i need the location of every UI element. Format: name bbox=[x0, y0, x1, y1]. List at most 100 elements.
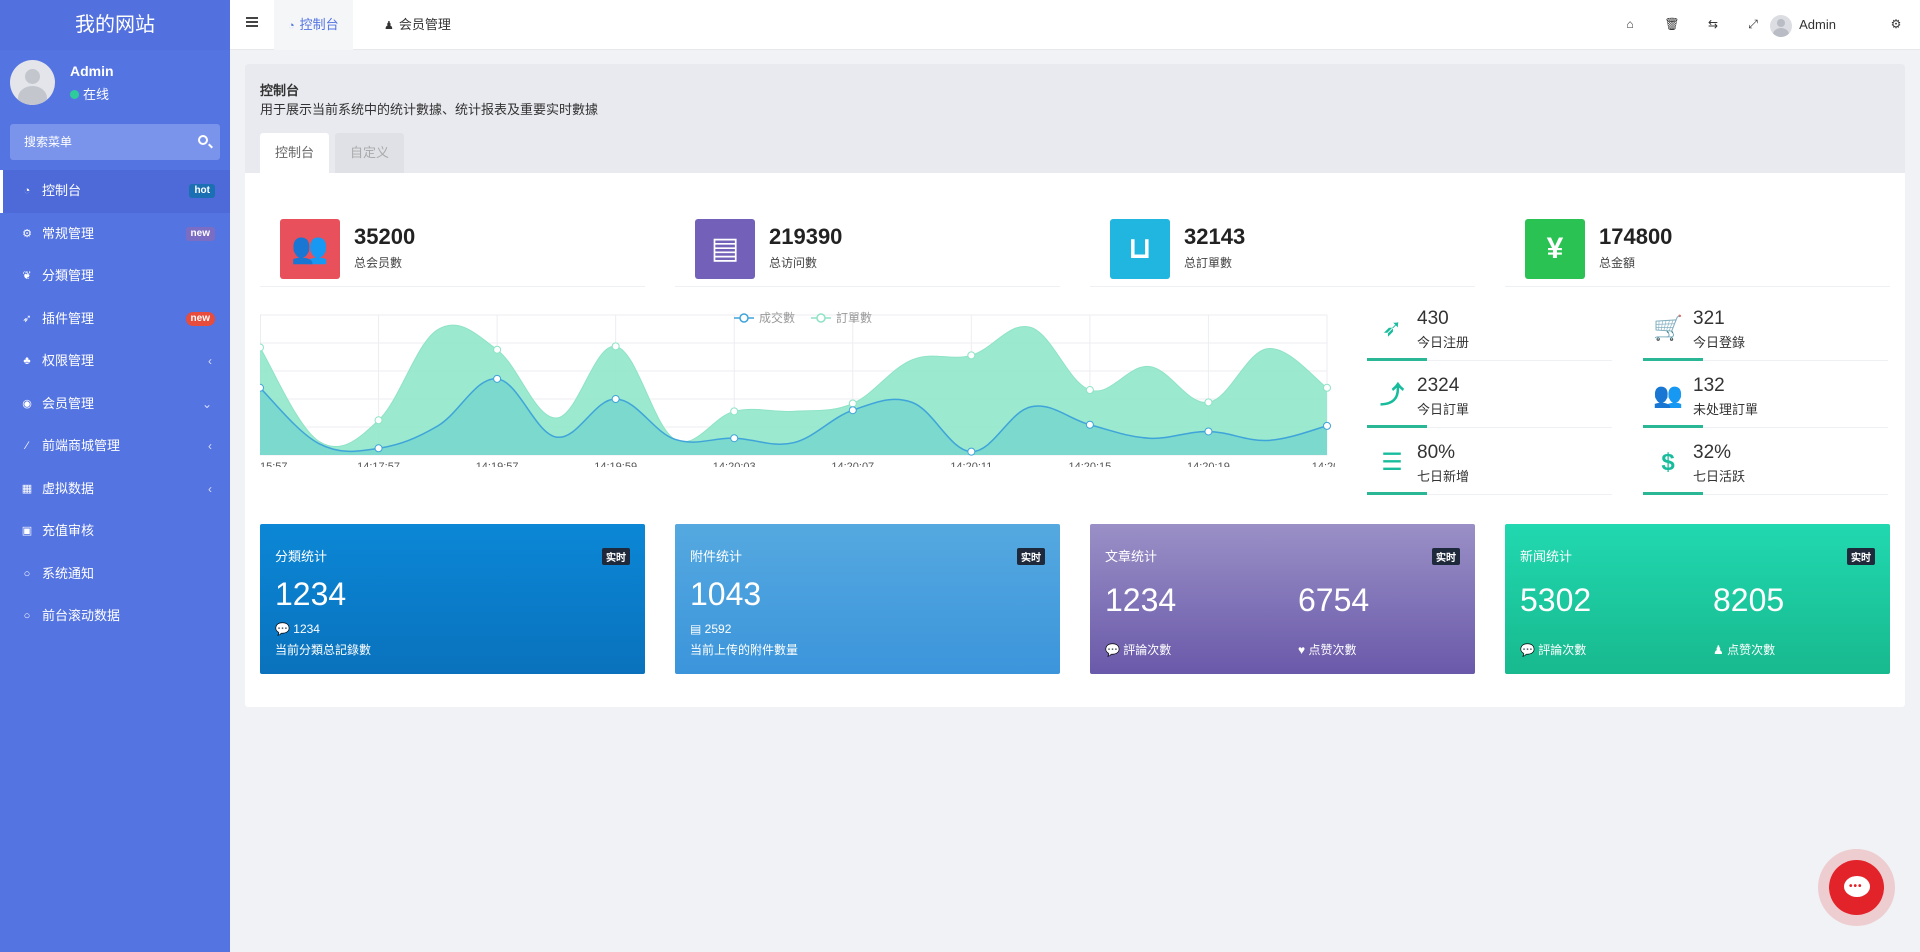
group-icon: ♣ bbox=[23, 355, 31, 367]
comment-icon: 💬 bbox=[275, 622, 294, 636]
data-point bbox=[1323, 383, 1331, 392]
sidebar-item-label: 前台滚动数据 bbox=[42, 608, 121, 623]
tab-custom[interactable]: 自定义 bbox=[335, 133, 405, 173]
data-point bbox=[967, 351, 976, 360]
chat-icon: ••• bbox=[1829, 860, 1884, 915]
small-stat-value: 80% bbox=[1417, 442, 1456, 463]
data-point bbox=[1204, 427, 1213, 436]
stat-visits: ▤ 219390 总访问數 bbox=[675, 207, 1060, 287]
chart-svg: 15:57 14:17:57 14:19:57 14:19:59 14:20:03 14:… bbox=[256, 310, 1342, 473]
chat-button[interactable]: ••• bbox=[1818, 849, 1895, 926]
stat-members: 👥 35200 总会员數 bbox=[260, 207, 645, 287]
comment-icon: 💬 bbox=[1105, 643, 1124, 657]
small-stat-label: 今日訂單 bbox=[1417, 402, 1470, 417]
data-point bbox=[374, 416, 383, 425]
topbar-user[interactable]: Admin bbox=[1770, 14, 1836, 37]
menu-toggle-icon[interactable] bbox=[246, 17, 258, 27]
small-stat-value: 32% bbox=[1693, 442, 1732, 463]
sidebar-item-label: 系统通知 bbox=[42, 565, 95, 581]
x-tick-label: 14:19:57 bbox=[476, 461, 519, 467]
live-badge: 实时 bbox=[1017, 548, 1045, 565]
stat-label: 总访问數 bbox=[769, 256, 818, 270]
data-point bbox=[730, 434, 739, 443]
home-icon[interactable]: ⌂ bbox=[1626, 17, 1634, 31]
chart-areas bbox=[259, 324, 1328, 455]
sidebar-item-label: 充值审核 bbox=[42, 523, 95, 538]
user-name: Admin bbox=[70, 63, 114, 79]
data-point bbox=[1085, 386, 1094, 395]
progress-bar bbox=[1367, 492, 1427, 495]
chevron-left-icon: ‹ bbox=[208, 354, 212, 368]
x-tick-label: 14:20:19 bbox=[1187, 461, 1230, 467]
users-icon: 👥 bbox=[1653, 382, 1683, 409]
trash-icon[interactable]: 🗑 bbox=[1664, 17, 1680, 31]
sidebar-item-virtual-data[interactable]: ▦ 虚拟数据 ‹ bbox=[0, 468, 230, 511]
card-value-likes: 6754 bbox=[1298, 582, 1370, 618]
legend-marker bbox=[739, 313, 749, 323]
sidebar-item-members[interactable]: ◉ 会员管理 ⌄ bbox=[0, 383, 230, 426]
rocket-icon: ➶ bbox=[1381, 315, 1403, 342]
translate-icon[interactable]: ⇆ bbox=[1707, 17, 1719, 31]
dashboard-icon: ◔ bbox=[288, 20, 295, 32]
card-value-comments: 1234 bbox=[1105, 582, 1177, 618]
comment-icon: 💬 bbox=[1520, 643, 1539, 657]
cart-icon: 🛒 bbox=[1653, 315, 1683, 342]
fullscreen-icon[interactable]: ⤢ bbox=[1748, 17, 1758, 31]
data-point bbox=[967, 447, 976, 456]
data-point bbox=[493, 374, 502, 383]
cogs-icon: ⚙ bbox=[22, 227, 32, 240]
series-line-deals bbox=[259, 378, 1328, 453]
small-stat-value: 2324 bbox=[1417, 375, 1460, 396]
small-stat-value: 430 bbox=[1417, 308, 1449, 329]
sidebar-item-shop[interactable]: ⁄ 前端商城管理 ‹ bbox=[0, 425, 230, 468]
sidebar-item-scroll-data[interactable]: ○ 前台滚动数据 bbox=[0, 595, 230, 638]
stat-label: 总金額 bbox=[1599, 256, 1636, 270]
sidebar-item-permissions[interactable]: ♣ 权限管理 ‹ bbox=[0, 340, 230, 383]
tab-members[interactable]: ♟ 会员管理 bbox=[370, 0, 465, 50]
data-point bbox=[611, 342, 620, 351]
users-icon: 👥 bbox=[280, 219, 340, 279]
sidebar-item-label: 虚拟数据 bbox=[42, 480, 95, 496]
cogs-icon[interactable]: ⚙ bbox=[1890, 17, 1902, 31]
sidebar-item-general[interactable]: ⚙ 常规管理 new bbox=[0, 213, 230, 256]
small-stat-pending-orders: 👥 132 未处理訂單 bbox=[1643, 373, 1888, 428]
small-stat-label: 今日注册 bbox=[1417, 335, 1470, 350]
menu-search-input[interactable]: 搜索菜单 bbox=[10, 124, 220, 160]
heart-icon: ♥ bbox=[1298, 643, 1309, 657]
sidebar-item-plugins[interactable]: ➶ 插件管理 new bbox=[0, 298, 230, 341]
avatar bbox=[1770, 14, 1793, 37]
x-tick-label: 14:20:11 bbox=[950, 461, 992, 467]
sidebar-item-notice[interactable]: ○ 系统通知 bbox=[0, 553, 230, 596]
tab-dashboard-content[interactable]: 控制台 bbox=[260, 133, 330, 173]
small-stat-label: 未处理訂單 bbox=[1693, 402, 1759, 417]
sidebar-item-recharge[interactable]: ▣ 充值审核 bbox=[0, 510, 230, 553]
sidebar-item-label: 插件管理 bbox=[42, 310, 95, 326]
small-stat-label: 七日新增 bbox=[1417, 469, 1470, 484]
site-logo[interactable]: 我的网站 bbox=[0, 0, 230, 50]
card-value: 1234 bbox=[275, 576, 347, 612]
x-tick-label: 14:17:57 bbox=[357, 461, 400, 467]
sidebar-item-label: 控制台 bbox=[42, 183, 82, 198]
card-description: 当前上传的附件數量 bbox=[690, 643, 799, 657]
sidebar-item-category[interactable]: ❦ 分類管理 bbox=[0, 255, 230, 298]
user-panel: Admin 在线 bbox=[0, 50, 230, 120]
sidebar-item-dashboard[interactable]: ◔ 控制台 hot bbox=[0, 170, 230, 213]
data-point bbox=[730, 407, 739, 416]
yen-icon: ¥ bbox=[1525, 219, 1585, 279]
live-badge: 实时 bbox=[602, 548, 630, 565]
shopping-bag-icon: ⊔ bbox=[1110, 219, 1170, 279]
small-stat-seven-day-active: $ 32% 七日活跃 bbox=[1643, 440, 1888, 495]
tab-dashboard[interactable]: ◔ 控制台 bbox=[274, 0, 353, 50]
stat-label: 总訂單數 bbox=[1184, 256, 1233, 270]
legend-label: 訂單數 bbox=[836, 310, 872, 325]
data-point bbox=[374, 444, 383, 453]
chart-x-axis: 15:57 14:17:57 14:19:57 14:19:59 14:20:03 14:… bbox=[260, 461, 1342, 473]
area-chart: 15:57 14:17:57 14:19:57 14:19:59 14:20:03 14:… bbox=[256, 307, 1342, 473]
magic-icon: ⁄ bbox=[26, 440, 28, 452]
chevron-down-icon: ⌄ bbox=[201, 396, 212, 411]
small-stat-label: 今日登錄 bbox=[1693, 335, 1746, 350]
small-stat-today-orders: ⤴ 2324 今日訂單 bbox=[1367, 373, 1612, 428]
sidebar-item-label: 权限管理 bbox=[42, 353, 95, 368]
search-icon[interactable] bbox=[198, 135, 208, 145]
card-sub: ▤ 2592 bbox=[690, 622, 732, 636]
